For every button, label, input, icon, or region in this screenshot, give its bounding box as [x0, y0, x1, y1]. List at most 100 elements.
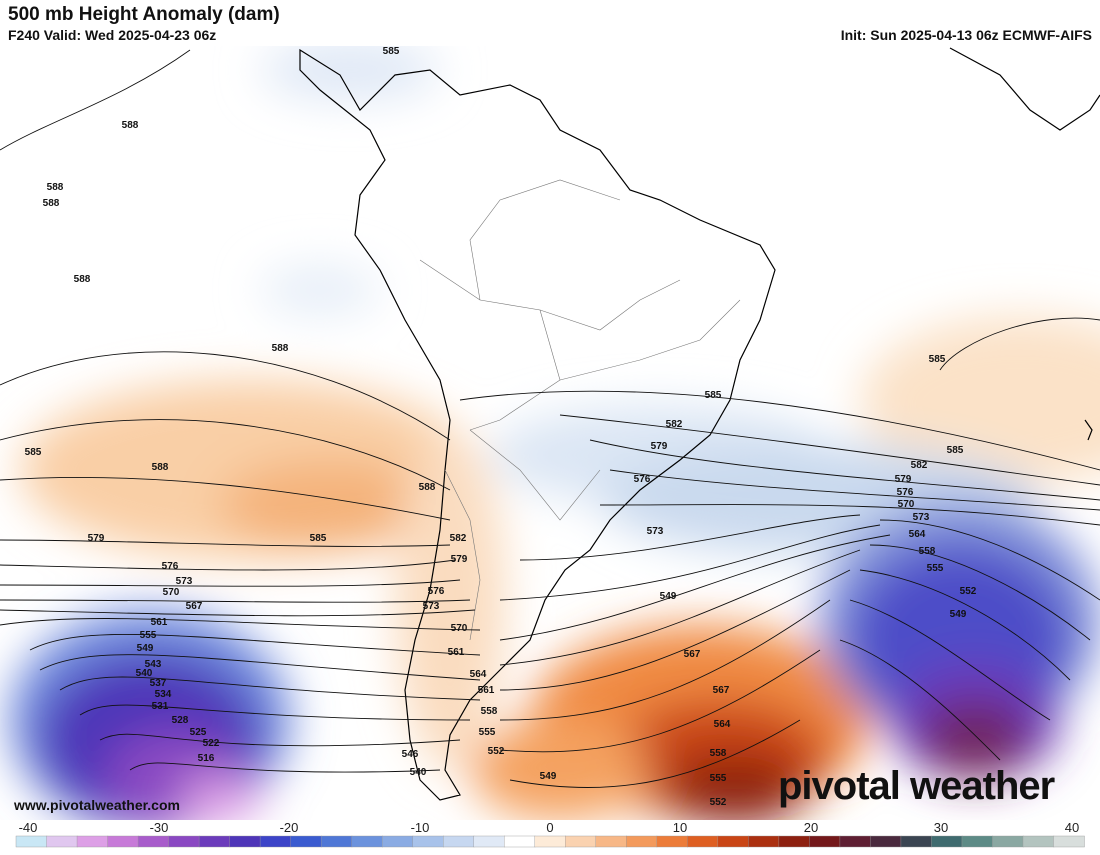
colorbar-tick: -30	[149, 820, 169, 835]
contour-label: 588	[47, 182, 64, 193]
contour-label: 576	[162, 561, 179, 572]
colorbar-swatch	[107, 835, 139, 848]
contour-label: 549	[950, 609, 967, 620]
contour-label: 582	[911, 460, 928, 471]
contour-label: 570	[898, 499, 915, 510]
contour-label: 540	[136, 668, 153, 679]
colorbar-swatch	[778, 835, 811, 848]
colorbar-swatch	[229, 835, 261, 848]
contour-label: 552	[488, 746, 505, 757]
contour-label: 579	[895, 474, 912, 485]
contour-label: 564	[714, 719, 731, 730]
contour-label: 531	[152, 701, 169, 712]
colorbar-swatches	[15, 835, 1085, 848]
colorbar-swatch	[687, 835, 719, 848]
contour-label: 573	[913, 512, 930, 523]
contour-label: 588	[122, 120, 139, 131]
contour-label: 573	[176, 576, 193, 587]
contour-label: 582	[666, 419, 683, 430]
contour-label: 540	[410, 767, 427, 778]
contour-label: 585	[929, 354, 946, 365]
colorbar-swatch	[931, 835, 963, 848]
colorbar-swatch	[626, 835, 658, 848]
contour-label: 567	[713, 685, 730, 696]
colorbar-swatch	[595, 835, 627, 848]
contour-label: 561	[151, 617, 168, 628]
colorbar-swatch	[198, 835, 231, 848]
contour-label: 555	[710, 773, 727, 784]
colorbar-swatch	[900, 835, 933, 848]
contour-label: 585	[705, 390, 722, 401]
colorbar-tick: 30	[933, 820, 949, 835]
anomaly-shading	[10, 46, 1100, 820]
contour-label: 543	[145, 659, 162, 670]
colorbar-swatch	[504, 835, 536, 848]
contour-label: 549	[137, 643, 154, 654]
contour-label: 585	[383, 46, 400, 57]
colorbar-swatch	[473, 835, 505, 848]
colorbar-swatch	[961, 835, 994, 848]
colorbar-swatch	[351, 835, 383, 848]
watermark-url: www.pivotalweather.com	[14, 797, 180, 813]
contour-label: 516	[198, 753, 215, 764]
contour-label: 588	[419, 482, 436, 493]
contour-label: 567	[684, 649, 701, 660]
map-canvas: 585 588 588 588 588 588 585 588 585 579 588 585 582 5…	[0, 46, 1100, 820]
contour-label: 546	[402, 749, 419, 760]
colorbar-swatch	[992, 835, 1024, 848]
colorbar-swatch	[1022, 835, 1055, 848]
contour-label: 552	[960, 586, 977, 597]
contour-label: 576	[428, 586, 445, 597]
colorbar-swatch	[320, 835, 353, 848]
valid-time: F240 Valid: Wed 2025-04-23 06z	[8, 27, 217, 43]
contour-label: 561	[478, 685, 495, 696]
contour-label: 576	[897, 487, 914, 498]
contour-label: 534	[155, 689, 172, 700]
colorbar-swatch	[839, 835, 872, 848]
contour-label: 549	[540, 771, 557, 782]
colorbar-tick: 40	[1064, 820, 1080, 835]
contour-label: 579	[451, 554, 468, 565]
contour-label: 588	[272, 343, 289, 354]
colorbar-swatch	[412, 835, 444, 848]
header-bar: 500 mb Height Anomaly (dam) F240 Valid: …	[0, 0, 1100, 46]
contour-label: 555	[927, 563, 944, 574]
contour-label: 588	[152, 462, 169, 473]
contour-label: 528	[172, 715, 189, 726]
colorbar-swatch	[15, 835, 48, 848]
contour-label: 588	[74, 274, 91, 285]
colorbar-swatch	[137, 835, 170, 848]
colorbar-tick: 0	[546, 820, 554, 835]
contour-label: 558	[481, 706, 498, 717]
contour-label: 555	[479, 727, 496, 738]
colorbar-swatch	[46, 835, 78, 848]
contour-label: 537	[150, 678, 167, 689]
contour-label: 564	[909, 529, 926, 540]
colorbar-swatch	[290, 835, 322, 848]
colorbar-swatch	[748, 835, 780, 848]
colorbar-swatch	[656, 835, 689, 848]
contour-label: 570	[451, 623, 468, 634]
borders	[419, 179, 741, 641]
colorbar-swatch	[870, 835, 902, 848]
map-title: 500 mb Height Anomaly (dam)	[8, 4, 280, 25]
contour-label: 558	[710, 748, 727, 759]
contour-label: 561	[448, 647, 465, 658]
contour-label: 552	[710, 797, 727, 808]
colorbar-swatch	[259, 835, 292, 848]
contour-label: 573	[423, 601, 440, 612]
contour-label: 549	[660, 591, 677, 602]
init-time: Init: Sun 2025-04-13 06z ECMWF-AIFS	[840, 27, 1092, 43]
contour-label: 582	[450, 533, 467, 544]
contour-label: 573	[647, 526, 664, 537]
colorbar-swatch	[809, 835, 841, 848]
colorbar-swatch	[168, 835, 200, 848]
contour-label: 576	[634, 474, 651, 485]
contour-labels: 585 588 588 588 588 588 585 588 585 579 588 585 582 5…	[25, 46, 977, 808]
contour-label: 564	[470, 669, 487, 680]
colorbar-tick: -20	[279, 820, 299, 835]
contour-label: 585	[25, 447, 42, 458]
contour-label: 570	[163, 587, 180, 598]
height-contours	[0, 49, 1100, 788]
contour-label: 588	[43, 198, 60, 209]
